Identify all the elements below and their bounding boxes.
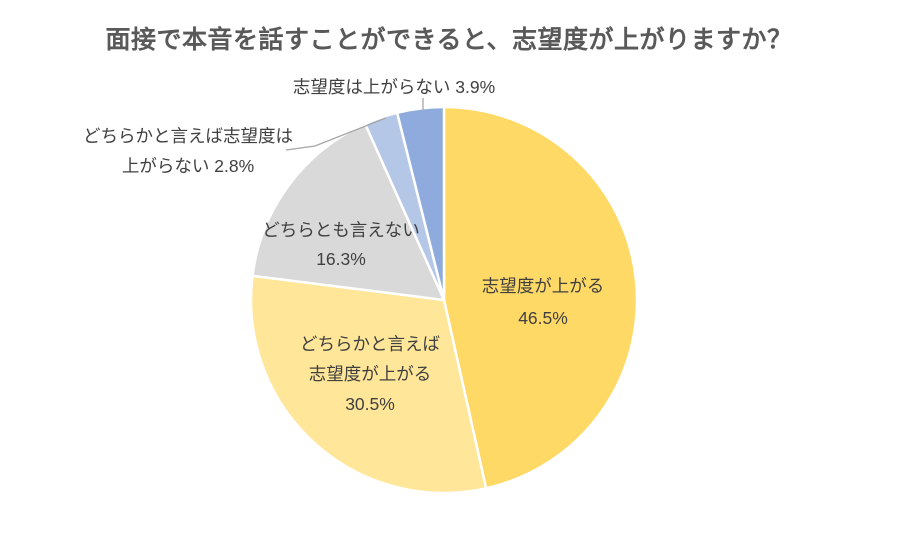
pie-slice-somewhat-agree [249,274,488,495]
slice-label-agree: 志望度が上がる 46.5% [482,270,605,334]
pie-slice-agree [442,105,639,490]
slice-label-somewhat-agree-text1: どちらかと言えば [300,334,440,354]
leader-line-somewhat-disagree [285,117,387,151]
slice-label-somewhat-agree: どちらかと言えば 志望度が上がる 30.5% [300,329,440,419]
slice-label-neutral: どちらとも言えない 16.3% [262,216,420,274]
slice-label-somewhat-disagree: どちらかと言えば志望度は 上がらない 2.8% [83,121,293,181]
pie-slices [249,105,639,495]
slice-label-somewhat-agree-value: 30.5% [345,394,395,414]
slice-label-neutral-value: 16.3% [316,249,366,269]
slice-label-disagree-text: 志望度は上がらない 3.9% [292,77,496,97]
slice-label-somewhat-disagree-text2: 上がらない 2.8% [121,156,255,176]
chart-title: 面接で本音を話すことができると、志望度が上がりますか？ [105,26,793,54]
slice-label-somewhat-disagree-text1: どちらかと言えば志望度は [83,126,293,146]
slice-label-agree-text: 志望度が上がる [481,276,605,296]
slice-label-disagree: 志望度は上がらない 3.9% [293,77,495,97]
slice-label-neutral-text: どちらとも言えない [262,220,420,240]
slice-label-somewhat-agree-text2: 志望度が上がる [308,364,432,384]
slice-label-agree-value: 46.5% [518,308,568,328]
pie-slice-disagree [395,105,446,302]
